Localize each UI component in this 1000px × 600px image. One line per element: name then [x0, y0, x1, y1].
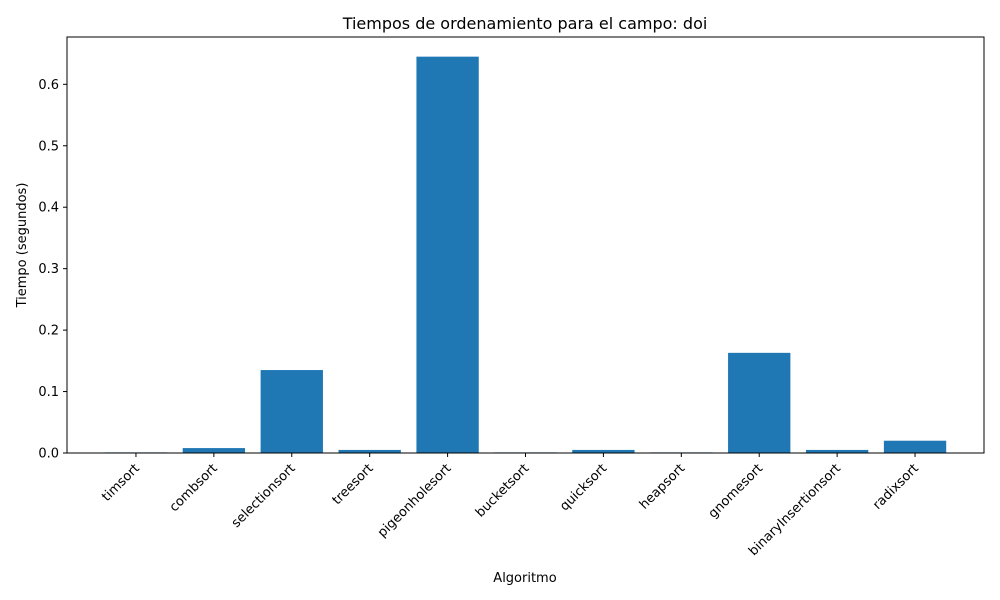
bar-binaryInsertionsort — [805, 449, 869, 453]
bar-gnomesort — [728, 352, 791, 453]
y-tick-label: 0.6 — [38, 78, 59, 93]
x-tick-label: gnomesort — [706, 461, 766, 521]
y-tick-label: 0.4 — [38, 201, 59, 216]
y-axis-ticks: 0.0 0.1 0.2 0.3 0.4 0.5 0.6 — [38, 78, 67, 462]
y-tick-label: 0.0 — [38, 447, 59, 462]
bar-pigeonholesort — [416, 56, 479, 453]
bar-radixsort — [883, 440, 947, 453]
x-axis-label: Algoritmo — [493, 571, 556, 586]
x-tick-label: treesort — [330, 461, 377, 508]
bar-quicksort — [572, 449, 635, 453]
bar-selectionsort — [260, 370, 323, 453]
plot-frame — [66, 36, 985, 454]
x-tick-label: pigeonholesort — [375, 461, 454, 540]
x-tick-label: bucketsort — [473, 461, 532, 520]
x-tick-label: quicksort — [557, 461, 610, 514]
y-tick-label: 0.3 — [38, 262, 59, 277]
bars-group — [104, 56, 947, 454]
x-tick-label: combsort — [167, 461, 221, 515]
x-tick-label: radixsort — [870, 461, 922, 513]
x-tick-label: selectionsort — [229, 461, 299, 531]
bar-combsort — [182, 448, 246, 453]
chart-title: Tiempos de ordenamiento para el campo: d… — [342, 14, 708, 33]
x-tick-label: timsort — [99, 461, 143, 505]
y-axis-label: Tiempo (segundos) — [15, 183, 30, 309]
x-tick-label: heapsort — [637, 461, 688, 512]
bar-treesort — [338, 449, 401, 453]
y-tick-label: 0.2 — [38, 324, 59, 339]
x-axis-ticks: timsort combsort selectionsort treesortpige… — [99, 453, 922, 559]
y-tick-label: 0.5 — [38, 139, 59, 154]
y-tick-label: 0.1 — [38, 385, 59, 400]
